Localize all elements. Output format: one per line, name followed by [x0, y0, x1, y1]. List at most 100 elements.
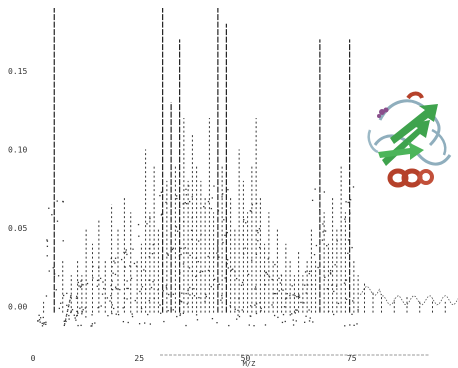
noise-dot	[197, 260, 199, 263]
noise-dot	[303, 302, 305, 304]
noise-dot	[345, 298, 348, 300]
noise-dot	[281, 321, 284, 324]
noise-dot	[322, 231, 324, 233]
noise-dot	[66, 310, 69, 312]
noise-dot	[240, 284, 243, 286]
noise-dot	[51, 214, 53, 216]
noise-dot	[70, 295, 72, 297]
noise-dot	[66, 292, 68, 295]
noise-dot	[112, 272, 114, 274]
noise-dot	[323, 191, 326, 193]
noise-dot	[140, 307, 143, 310]
noise-dot	[244, 247, 246, 249]
noise-dot	[148, 299, 150, 302]
noise-dot	[182, 263, 185, 265]
noise-dot	[97, 307, 99, 309]
noise-dot	[153, 297, 155, 300]
noise-dot	[328, 310, 330, 312]
noise-dot	[333, 290, 335, 293]
noise-dot	[180, 301, 183, 303]
noise-dot	[222, 193, 224, 195]
noise-dot	[133, 262, 136, 265]
noise-dot	[250, 315, 252, 317]
noise-dot	[68, 301, 71, 303]
noise-dot	[126, 280, 128, 282]
noise-dot	[254, 304, 256, 306]
noise-dot	[165, 287, 168, 289]
noise-dot	[298, 294, 300, 296]
noise-dot	[146, 223, 148, 225]
noise-dot	[48, 270, 50, 272]
noise-dot	[232, 268, 234, 270]
noise-dot	[221, 294, 223, 297]
noise-dot	[242, 253, 245, 255]
noise-dot	[235, 277, 238, 280]
noise-dot	[115, 313, 117, 315]
noise-dot	[271, 304, 273, 306]
noise-dot	[132, 248, 134, 250]
noise-dot	[295, 320, 297, 322]
noise-dot	[41, 322, 43, 325]
noise-dot	[294, 294, 296, 297]
noise-dot	[251, 259, 253, 261]
noise-dot	[351, 246, 353, 249]
noise-dot	[205, 295, 207, 298]
noise-dot	[323, 266, 325, 268]
noise-dot	[300, 301, 302, 304]
noise-dot	[57, 275, 60, 277]
noise-dot	[315, 244, 318, 247]
noise-dot	[138, 235, 140, 237]
noise-dot	[64, 323, 66, 325]
noise-dot	[43, 323, 45, 325]
noise-dot	[185, 252, 188, 254]
noise-dot	[159, 304, 161, 306]
noise-dot	[273, 292, 276, 295]
noise-dot	[345, 279, 348, 281]
noise-dot	[106, 297, 109, 299]
noise-dot	[357, 309, 359, 311]
noise-dot	[189, 254, 191, 257]
x-tick-label: 25	[134, 354, 144, 363]
x-tick-label: 50	[241, 354, 251, 363]
noise-dot	[56, 200, 58, 202]
noise-dot	[102, 281, 104, 283]
noise-dot	[126, 287, 128, 290]
noise-dot	[134, 299, 136, 302]
noise-dot	[229, 305, 231, 307]
noise-dot	[205, 293, 207, 296]
noise-dot	[46, 255, 48, 257]
noise-dot	[184, 202, 186, 204]
noise-dot	[349, 199, 352, 201]
noise-dot	[82, 284, 84, 286]
noise-dot	[39, 317, 42, 319]
noise-dot	[55, 289, 57, 291]
noise-dot	[180, 300, 182, 302]
noise-dot	[247, 273, 250, 276]
noise-dot	[67, 305, 70, 308]
noise-dot	[159, 194, 161, 197]
noise-dot	[114, 273, 117, 276]
noise-dot	[113, 260, 115, 262]
noise-dot	[273, 314, 276, 317]
noise-dot	[160, 191, 163, 193]
noise-dot	[152, 244, 154, 246]
noise-dot	[193, 295, 196, 297]
noise-dot	[234, 271, 236, 273]
protein-ribbon-structure-icon	[367, 91, 452, 188]
noise-dot	[221, 196, 223, 198]
noise-dot	[165, 201, 167, 204]
noise-dot	[62, 294, 65, 297]
noise-dot	[73, 314, 75, 316]
noise-dot	[125, 249, 127, 251]
noise-dot	[278, 277, 280, 279]
noise-dot	[185, 202, 188, 205]
noise-dot	[85, 316, 87, 318]
noise-dot	[69, 299, 71, 302]
noise-dot	[264, 324, 267, 326]
noise-dot	[60, 302, 62, 304]
noise-dot	[76, 295, 78, 298]
noise-dot	[131, 315, 134, 318]
noise-dot	[67, 309, 69, 311]
noise-dot	[163, 320, 165, 323]
